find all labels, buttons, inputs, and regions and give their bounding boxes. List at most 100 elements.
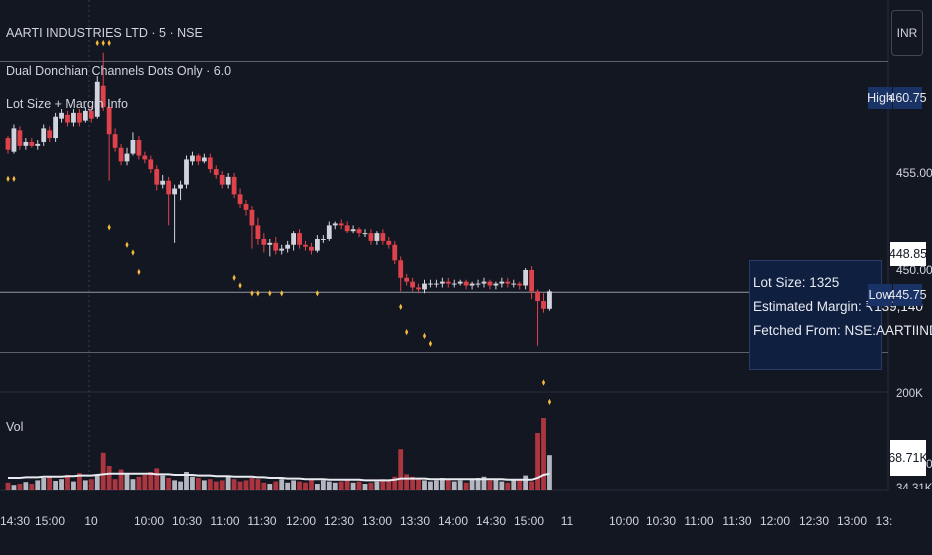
candle-body <box>529 270 534 292</box>
volume-bar <box>88 479 94 490</box>
indicator-donchian-label[interactable]: Dual Donchian Channels Dots Only · 6.0 <box>6 64 232 78</box>
candle-body <box>237 194 243 205</box>
volume-bar <box>326 481 332 490</box>
indicator-lot-size-label[interactable]: Lot Size + Margin Info <box>6 97 128 111</box>
candle-body <box>350 229 356 232</box>
donchian-lower-dot <box>547 398 552 406</box>
volume-bar <box>148 472 154 490</box>
volume-bar <box>428 481 433 490</box>
volume-bar <box>184 472 189 490</box>
volume-label[interactable]: Vol <box>6 420 24 434</box>
volume-bar <box>35 480 41 490</box>
volume-bar <box>255 479 261 490</box>
candle-body <box>142 155 148 160</box>
time-tick-label: 15:00 <box>514 514 544 528</box>
candle-body <box>88 110 94 119</box>
candle-body <box>475 283 481 285</box>
high-value-tag: 460.75 <box>888 87 927 109</box>
volume-bar <box>285 482 291 490</box>
volume-bar <box>65 475 70 490</box>
donchian-lower-dot <box>256 290 260 297</box>
volume-bar <box>172 480 177 490</box>
candle-body <box>273 242 279 251</box>
candle-body <box>196 155 201 162</box>
lot-size-text: Lot Size: 1325 <box>753 275 840 290</box>
candle-body <box>380 233 386 241</box>
donchian-upper-dot <box>95 39 99 47</box>
volume-bar <box>487 480 493 490</box>
candle-body <box>124 153 130 162</box>
candle-body <box>320 238 326 240</box>
volume-bar <box>451 481 457 490</box>
candle-body <box>428 283 433 285</box>
volume-bar <box>5 482 11 490</box>
volume-bar <box>499 481 505 490</box>
candle-body <box>535 291 540 302</box>
donchian-upper-dot <box>107 39 111 47</box>
time-tick-label: 11:30 <box>247 514 276 528</box>
candle-body <box>285 244 291 249</box>
time-tick-label: 11:30 <box>722 514 751 528</box>
candle-body <box>422 283 427 290</box>
volume-bar <box>41 478 47 490</box>
volume-bar <box>463 482 469 490</box>
donchian-lower-dot <box>399 303 403 311</box>
volume-bar <box>94 474 100 490</box>
volume-bar <box>422 480 427 490</box>
candle-body <box>201 157 207 162</box>
candle-body <box>261 238 267 245</box>
candle-body <box>297 233 302 245</box>
volume-bar <box>142 475 148 490</box>
time-tick-label: 14:30 <box>476 514 506 528</box>
volume-bar <box>273 481 279 490</box>
volume-bar <box>475 478 481 490</box>
volume-bar <box>237 481 243 490</box>
volume-bar <box>82 480 88 490</box>
candle-body <box>368 233 374 241</box>
time-tick-label: 14:00 <box>438 514 468 528</box>
volume-bar <box>47 476 53 490</box>
donchian-upper-dot <box>101 39 105 47</box>
candle-body <box>106 107 112 135</box>
volume-bar <box>493 479 499 490</box>
volume-bar <box>29 484 35 490</box>
time-tick-label: 10 <box>84 514 98 528</box>
candle-body <box>11 128 17 152</box>
candle-body <box>53 116 58 139</box>
volume-value-tag: 68.71K <box>888 440 928 476</box>
volume-bar <box>547 455 552 490</box>
candle-body <box>303 244 308 247</box>
candle-body <box>47 130 53 139</box>
donchian-lower-dot <box>12 175 16 183</box>
volume-bar <box>136 476 142 490</box>
time-tick-label: 14:30 <box>0 514 30 528</box>
axis-layer: 455.00450.00440.0014:3015:001010:0010:30… <box>0 166 932 528</box>
volume-bar <box>249 478 255 490</box>
volume-bar <box>523 475 529 490</box>
currency-button[interactable]: INR <box>891 10 923 56</box>
candle-body <box>481 281 487 284</box>
volume-bar <box>225 476 231 490</box>
time-tick-label: 12:00 <box>286 514 316 528</box>
volume-ma-line <box>8 472 550 482</box>
volume-axis-partial: 34.31K <box>896 483 932 489</box>
time-tick-label: 12:30 <box>799 514 829 528</box>
volume-bar <box>100 452 106 490</box>
volume-bar <box>112 479 118 490</box>
donchian-lower-dot <box>315 290 319 297</box>
candle-body <box>29 141 35 146</box>
volume-bar <box>535 433 540 490</box>
donchian-lower-dot <box>137 268 141 276</box>
donchian-lower-dot <box>250 290 254 297</box>
candle-body <box>451 283 457 285</box>
symbol-title[interactable]: AARTI INDUSTRIES LTD · 5 · NSE <box>6 26 203 40</box>
candle-body <box>457 281 463 284</box>
volume-bar <box>356 481 362 490</box>
candle-body <box>23 141 29 146</box>
volume-bar <box>297 481 302 490</box>
candle-body <box>172 188 177 195</box>
candle-body <box>487 281 493 286</box>
candle-body <box>493 283 499 286</box>
